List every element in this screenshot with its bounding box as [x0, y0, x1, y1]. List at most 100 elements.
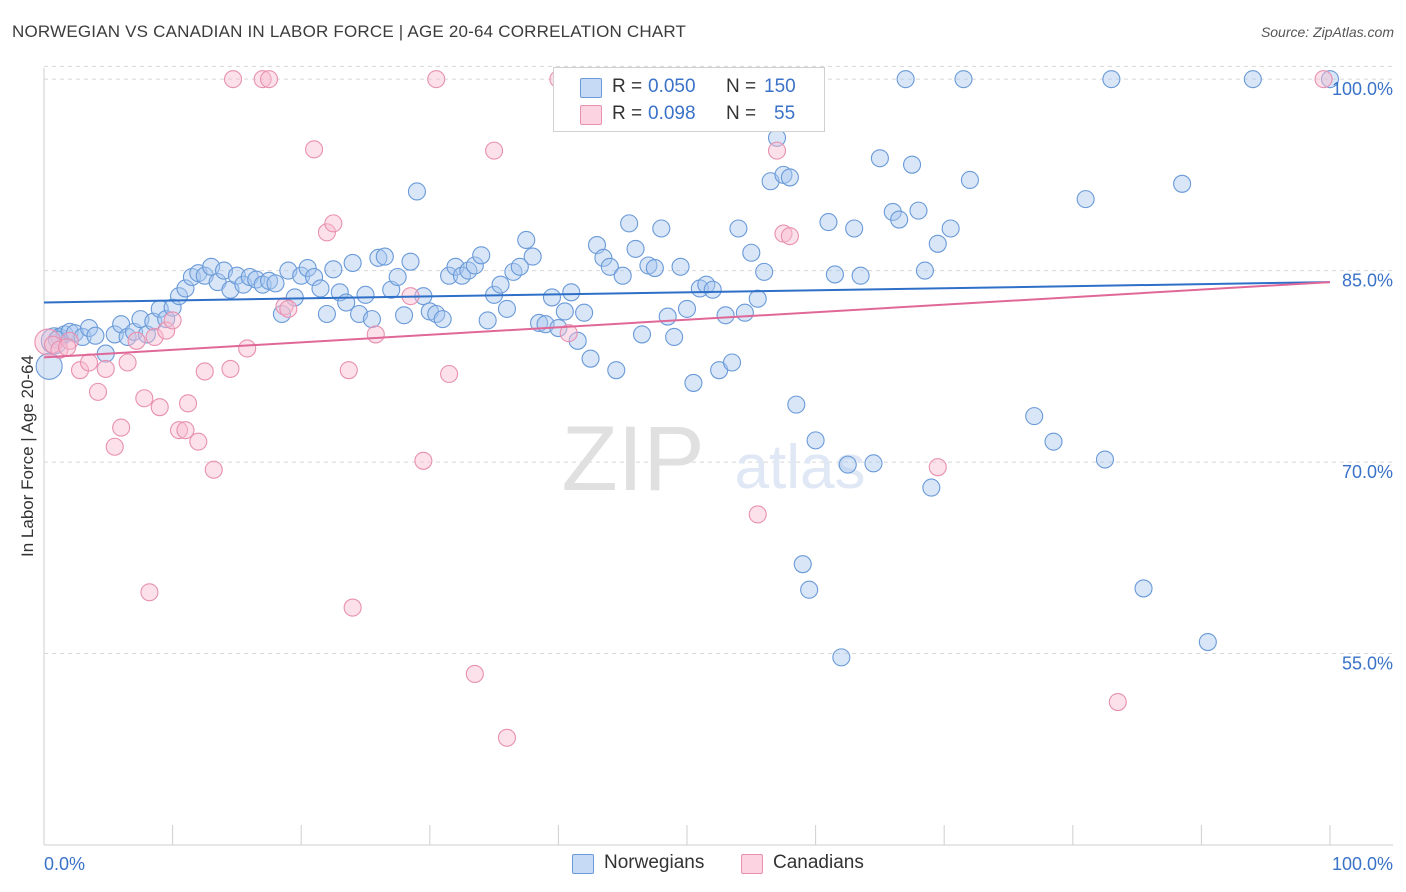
- legend-r-value: 0.098: [648, 103, 696, 124]
- canadian-point: [497, 728, 517, 747]
- canadian-point: [88, 382, 108, 401]
- canadian-point: [317, 223, 336, 242]
- norwegian-point: [517, 230, 536, 250]
- canadian-point: [465, 664, 484, 684]
- norwegian-point: [735, 303, 754, 322]
- norwegian-point: [915, 261, 934, 280]
- norwegian-point: [890, 210, 909, 229]
- norwegian-point: [491, 275, 510, 294]
- norwegian-point: [806, 431, 825, 450]
- canadian-point: [748, 505, 767, 524]
- canadian-point: [324, 214, 343, 233]
- data-points: [34, 70, 1340, 747]
- norwegian-point: [729, 219, 748, 238]
- norwegian-point: [645, 259, 664, 278]
- norwegian-point: [375, 247, 394, 266]
- canadian-point: [58, 338, 77, 357]
- canadian-point: [767, 141, 787, 160]
- norwegian-point: [343, 253, 362, 273]
- canadian-point: [366, 325, 385, 344]
- canadian-point: [928, 458, 947, 477]
- norwegian-point: [440, 266, 459, 285]
- norwegian-point: [176, 279, 195, 298]
- norwegian-point: [684, 373, 703, 392]
- norwegian-point: [742, 243, 761, 262]
- norwegian-point: [607, 361, 626, 380]
- legend-n-label: N =: [726, 76, 757, 97]
- norwegian-point: [677, 299, 697, 318]
- norwegian-point: [716, 306, 735, 325]
- norwegian-point: [292, 266, 311, 285]
- canadians-label: Canadians: [773, 852, 864, 873]
- canadian-point: [279, 299, 298, 318]
- canadian-point: [204, 460, 223, 479]
- y-tick-label: 70.0%: [1342, 462, 1393, 482]
- y-tick-label: 100.0%: [1332, 79, 1393, 99]
- norwegian-point: [703, 280, 722, 299]
- norwegian-point: [369, 248, 388, 267]
- norwegian-point: [941, 219, 960, 238]
- canadian-point: [169, 421, 189, 440]
- norwegian-point: [800, 580, 819, 599]
- norwegian-point: [562, 283, 581, 302]
- norwegian-point: [883, 202, 902, 221]
- norwegian-point: [671, 257, 690, 276]
- norwegian-point: [626, 239, 645, 258]
- canadian-point: [105, 437, 124, 456]
- y-axis-label: In Labor Force | Age 20-64: [18, 355, 37, 557]
- canadian-point: [118, 353, 137, 372]
- canadian-point: [127, 331, 146, 350]
- legend-n-value: 55: [774, 103, 796, 124]
- norwegian-point: [1320, 70, 1340, 89]
- norwegian-point: [928, 234, 947, 253]
- canadian-point: [112, 418, 131, 437]
- canadian-point: [305, 140, 324, 159]
- y-tick-label: 55.0%: [1342, 654, 1393, 674]
- norwegian-point: [330, 283, 349, 302]
- watermark: ZIP atlas: [561, 408, 865, 510]
- norwegian-point: [954, 70, 973, 89]
- trend-lines: [43, 281, 1331, 359]
- norwegian-point: [748, 289, 767, 308]
- norwegian-point: [787, 395, 806, 414]
- norwegian-point: [362, 310, 381, 329]
- norwegian-point: [395, 306, 414, 325]
- canadian-point: [485, 141, 504, 160]
- norwegian-point: [79, 318, 99, 338]
- norwegian-point: [825, 265, 844, 284]
- norwegian-point: [497, 299, 517, 318]
- norwegian-point: [433, 310, 452, 329]
- norwegian-point: [1044, 432, 1063, 451]
- legend-swatch-norwegians: [580, 78, 602, 98]
- norwegian-point: [1076, 190, 1095, 209]
- norwegian-point: [832, 648, 851, 667]
- canadian-point: [178, 394, 198, 413]
- norwegian-point: [407, 182, 426, 201]
- canadian-point: [339, 361, 358, 380]
- axes: [43, 68, 1393, 846]
- watermark-atlas: atlas: [735, 433, 866, 502]
- canadian-point: [96, 359, 115, 378]
- watermark-zip: ZIP: [561, 408, 704, 510]
- norwegian-point: [555, 302, 574, 321]
- norwegian-point: [909, 201, 928, 220]
- norwegian-point: [722, 353, 742, 372]
- canadian-point: [343, 598, 362, 617]
- norwegian-point: [600, 257, 619, 276]
- norwegian-point: [896, 70, 915, 89]
- y-tick-label: 85.0%: [1342, 271, 1393, 291]
- tick-labels: 55.0% 70.0% 85.0% 100.0% 0.0% 100.0%: [44, 79, 1393, 874]
- norwegian-point: [575, 303, 594, 322]
- norwegian-point: [401, 252, 420, 271]
- canadian-point: [189, 432, 208, 451]
- norwegian-point: [523, 247, 542, 266]
- canadian-point: [780, 227, 799, 246]
- canadian-point: [157, 321, 176, 340]
- norwegian-point: [478, 311, 497, 330]
- norwegian-point: [388, 267, 407, 287]
- legend-n-label: N =: [726, 103, 757, 124]
- canadian-point: [427, 70, 446, 89]
- canadians-trend-line: [43, 281, 1331, 359]
- norwegian-point: [845, 219, 864, 238]
- canadian-point: [1108, 692, 1127, 712]
